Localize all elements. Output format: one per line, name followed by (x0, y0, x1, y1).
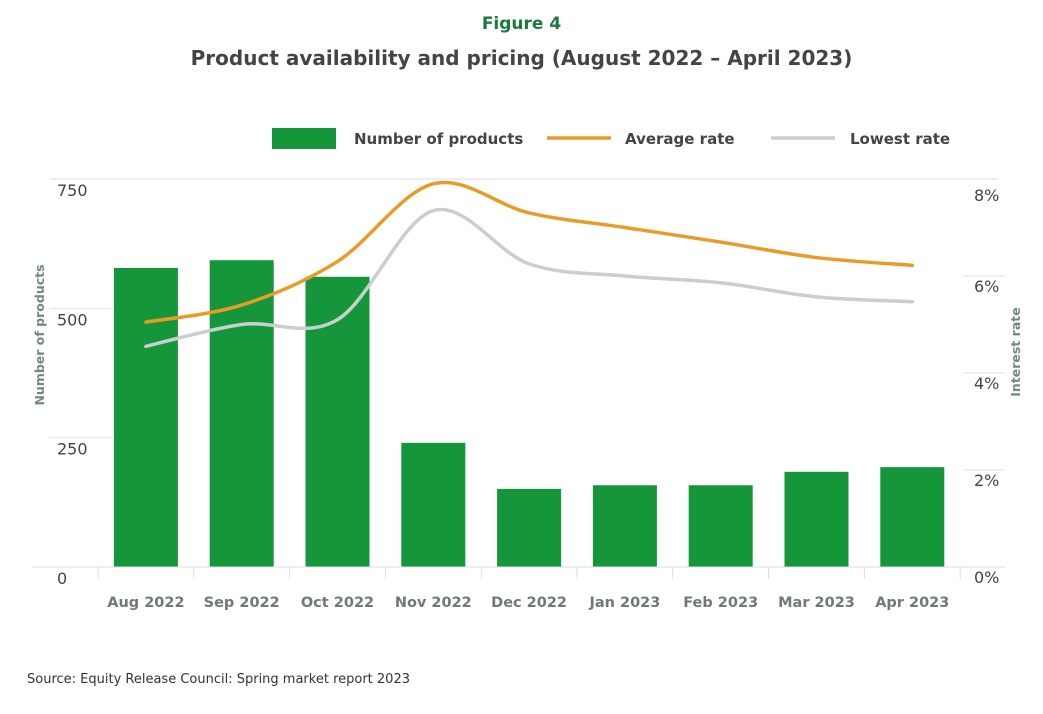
x-tick-label: Dec 2022 (491, 595, 567, 611)
figure-label: Figure 4 (481, 14, 562, 34)
source-note: Source: Equity Release Council: Spring m… (27, 672, 410, 687)
y-tick-left: 500 (57, 310, 88, 329)
bar-apr-2023 (880, 467, 945, 567)
legend-label-average-rate: Average rate (625, 130, 735, 148)
y-tick-right: 0% (974, 568, 999, 587)
bar-feb-2023 (688, 485, 753, 567)
x-tick-label: Apr 2023 (875, 595, 949, 611)
chart-title: Product availability and pricing (August… (190, 46, 853, 70)
y-axis-title-left: Number of products (32, 264, 47, 405)
bar-dec-2022 (497, 488, 562, 567)
x-tick-label: Jan 2023 (588, 595, 660, 611)
y-tick-right: 2% (974, 471, 999, 490)
x-tick-label: Aug 2022 (107, 595, 184, 611)
y-tick-left: 250 (57, 440, 88, 459)
bar-jan-2023 (592, 485, 657, 567)
line-average-rate (144, 180, 915, 324)
line-lowest-rate (144, 207, 915, 349)
bar-oct-2022 (305, 276, 370, 567)
legend-swatch-number-of-products (272, 128, 336, 149)
bar-aug-2022 (113, 267, 178, 567)
bar-mar-2023 (784, 471, 849, 567)
bar-nov-2022 (401, 442, 466, 567)
y-tick-left: 750 (57, 181, 88, 200)
y-tick-left: 0 (57, 569, 67, 588)
legend-label-lowest-rate: Lowest rate (850, 130, 950, 148)
x-tick-label: Mar 2023 (778, 595, 855, 611)
x-tick-label: Feb 2023 (683, 595, 758, 611)
y-tick-right: 8% (974, 186, 999, 205)
x-tick-label: Nov 2022 (395, 595, 472, 611)
legend-label-number-of-products: Number of products (354, 130, 523, 148)
x-tick-label: Oct 2022 (301, 595, 374, 611)
x-tick-label: Sep 2022 (204, 595, 280, 611)
y-tick-right: 4% (974, 374, 999, 393)
y-axis-title-right: Interest rate (1008, 307, 1023, 396)
y-tick-right: 6% (974, 277, 999, 296)
